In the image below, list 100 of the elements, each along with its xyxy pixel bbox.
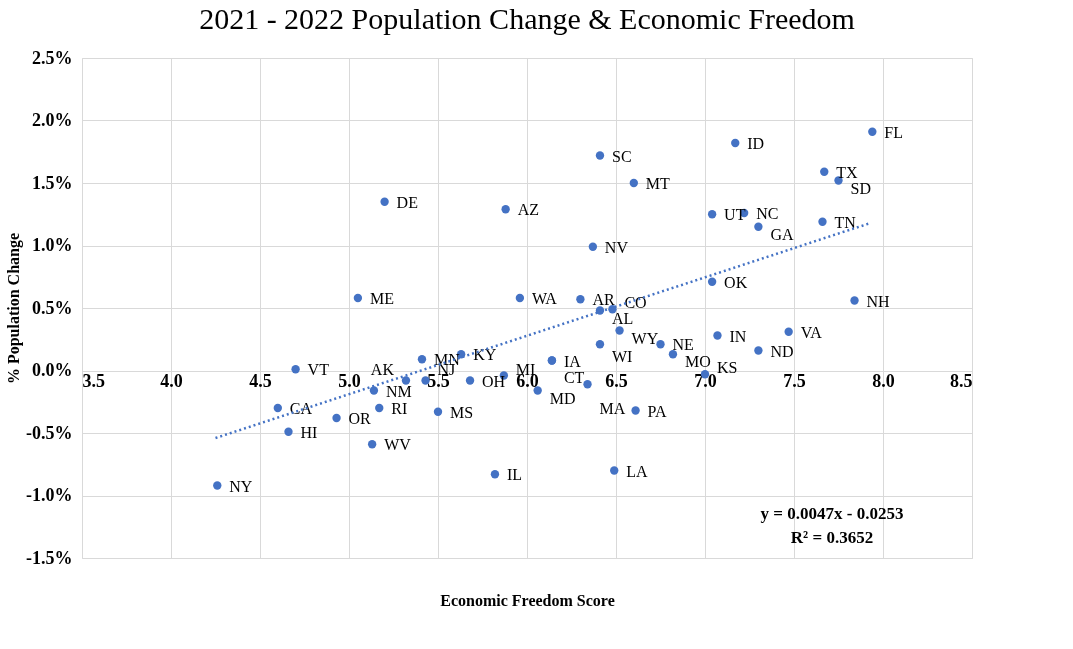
point xyxy=(375,403,384,413)
point xyxy=(850,296,859,305)
point xyxy=(515,293,525,303)
data-label: KS xyxy=(717,359,738,377)
point xyxy=(501,205,510,214)
point xyxy=(533,386,542,395)
data-label: AK xyxy=(370,360,395,378)
data-label: SD xyxy=(850,179,871,197)
data-label: NE xyxy=(672,336,694,354)
point xyxy=(273,403,282,413)
data-label: PA xyxy=(647,402,668,420)
data-label: AZ xyxy=(517,201,539,219)
point xyxy=(629,178,638,188)
data-label: MD xyxy=(549,389,576,407)
point xyxy=(656,340,665,349)
data-label: AL xyxy=(611,309,634,327)
point xyxy=(713,331,722,340)
data-label: IL xyxy=(506,466,523,484)
point xyxy=(583,380,592,389)
x-tick-label: 7.5 xyxy=(783,371,806,391)
point xyxy=(668,350,678,359)
y-tick-label: 2.5% xyxy=(32,47,73,68)
data-label: NH xyxy=(866,292,891,310)
point xyxy=(707,277,717,286)
data-label: RI xyxy=(391,400,408,417)
data-label: OK xyxy=(724,273,748,291)
data-label: CO xyxy=(624,294,647,312)
y-tick-label: -0.5% xyxy=(26,422,73,443)
x-tick-label: 8.5 xyxy=(950,371,973,391)
point xyxy=(353,293,363,303)
y-tick-label: 1.5% xyxy=(32,172,73,193)
point xyxy=(367,440,377,449)
point xyxy=(818,217,827,226)
x-tick-label: 3.5 xyxy=(82,371,105,391)
point xyxy=(610,466,619,475)
y-tick-label: 0.5% xyxy=(32,297,73,318)
data-label: ND xyxy=(770,342,794,360)
y-axis-title: % Population Change xyxy=(5,232,24,385)
point xyxy=(490,470,500,479)
data-label: NC xyxy=(756,205,779,222)
data-label: TX xyxy=(836,163,859,181)
point xyxy=(595,151,605,160)
data-label: HI xyxy=(300,423,318,441)
point xyxy=(707,210,717,219)
data-label: IA xyxy=(563,352,582,370)
data-label: MA xyxy=(599,400,626,418)
data-label: NY xyxy=(229,477,253,495)
data-label: ME xyxy=(369,290,394,307)
x-tick-label: 6.5 xyxy=(605,371,628,391)
data-label: NM xyxy=(385,382,412,400)
x-tick-label: 5.0 xyxy=(338,371,361,391)
data-label: VT xyxy=(307,361,330,379)
data-label: WV xyxy=(384,436,412,454)
data-label: WI xyxy=(611,348,633,366)
point xyxy=(731,138,740,148)
data-label: ID xyxy=(747,135,765,152)
y-tick-label: 1.0% xyxy=(32,235,73,255)
point xyxy=(820,167,829,176)
point xyxy=(754,222,763,231)
data-label: KY xyxy=(473,346,497,364)
data-label: DE xyxy=(396,193,418,211)
data-label: MO xyxy=(684,353,711,371)
point xyxy=(369,386,379,395)
data-label: TN xyxy=(834,213,857,231)
point xyxy=(784,327,793,336)
x-tick-label: 4.0 xyxy=(160,371,183,391)
data-label: FL xyxy=(884,123,903,141)
data-label: NV xyxy=(604,238,629,256)
data-label: AR xyxy=(592,291,615,309)
data-label: UT xyxy=(724,206,746,224)
data-label: VA xyxy=(800,323,823,341)
x-tick-label: 8.0 xyxy=(872,371,895,391)
point xyxy=(417,355,427,364)
point xyxy=(576,295,585,304)
x-tick-label: 4.5 xyxy=(249,371,272,391)
y-tick-label: -1.0% xyxy=(26,485,73,505)
data-label: OH xyxy=(482,372,506,390)
data-label: CT xyxy=(563,368,585,386)
data-label: OR xyxy=(348,410,372,427)
point xyxy=(615,326,624,335)
data-label: IN xyxy=(729,327,747,345)
point xyxy=(465,376,475,385)
data-label: LA xyxy=(626,462,648,480)
y-tick-label: 2.0% xyxy=(32,110,73,130)
point xyxy=(433,407,443,416)
point xyxy=(213,481,222,490)
x-axis-title: Economic Freedom Score xyxy=(440,591,615,609)
point xyxy=(595,340,605,349)
data-label: MT xyxy=(645,175,671,192)
point xyxy=(284,427,293,436)
point xyxy=(332,413,341,423)
y-tick-label: 0.0% xyxy=(32,360,73,380)
data-label: WA xyxy=(531,290,558,307)
point xyxy=(754,346,763,355)
y-tick-label: -1.5% xyxy=(26,547,73,568)
annotation: y = 0.0047x - 0.0253 xyxy=(760,504,904,523)
chart-title: 2021 - 2022 Population Change & Economic Freedom xyxy=(199,2,855,35)
point xyxy=(631,406,640,415)
x-tick-label: 7.0 xyxy=(694,371,717,391)
point xyxy=(868,127,877,136)
